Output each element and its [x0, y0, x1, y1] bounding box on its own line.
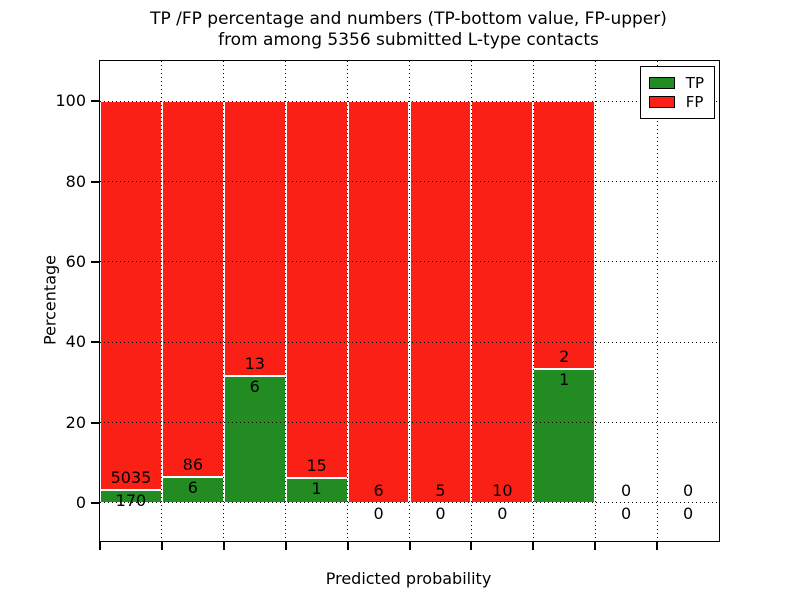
tp-count-label: 0 — [621, 503, 632, 523]
fp-count-label: 15 — [306, 455, 327, 475]
y-tick-mark — [91, 260, 99, 263]
v-gridline — [161, 61, 163, 541]
fp-count-label: 0 — [682, 480, 694, 500]
x-tick-mark — [160, 542, 163, 550]
tp-count-label: 0 — [497, 503, 508, 523]
y-tick-label: 40 — [65, 332, 86, 352]
fp-count-label: 6 — [373, 480, 384, 500]
v-gridline — [656, 61, 658, 541]
tp-legend-swatch — [648, 77, 675, 89]
fp-bar-segment — [100, 101, 162, 490]
fp-bar-segment — [409, 101, 472, 503]
tp-bar-segment — [285, 477, 348, 503]
v-gridline — [532, 61, 534, 541]
v-gridline — [594, 61, 596, 541]
y-tick-mark — [91, 501, 99, 504]
fp-bar-segment — [533, 101, 596, 369]
plot-area: TP FP 0204060801000.00.10.20.30.40.50.60… — [55, 60, 720, 550]
v-gridline — [347, 61, 349, 541]
chart-title-line1: TP /FP percentage and numbers (TP-bottom… — [150, 9, 667, 29]
fp-bar-segment — [471, 101, 534, 503]
tp-bar-segment — [533, 368, 596, 503]
y-tick-mark — [91, 100, 99, 103]
tp-count-label: 6 — [249, 376, 260, 396]
y-tick-label: 80 — [65, 171, 86, 191]
chart-title: TP /FP percentage and numbers (TP-bottom… — [99, 9, 718, 51]
y-tick-mark — [91, 180, 99, 183]
tp-count-label: 1 — [559, 369, 570, 389]
y-tick-label: 20 — [65, 412, 86, 432]
chart-title-line2: from among 5356 submitted L-type contact… — [218, 30, 599, 50]
v-gridline — [470, 61, 472, 541]
tp-legend-label: TP — [685, 74, 704, 92]
fp-count-label: 0 — [621, 480, 632, 500]
fp-count-label: 10 — [492, 480, 513, 500]
fp-count-label: 2 — [559, 346, 570, 366]
fp-bar-segment — [347, 101, 410, 503]
tp-count-label: 0 — [435, 503, 446, 523]
fp-bar-segment — [285, 101, 348, 478]
x-tick-mark — [99, 542, 101, 550]
tp-count-label: 6 — [187, 477, 198, 497]
tp-bar-segment — [223, 375, 286, 503]
y-tick-mark — [91, 421, 99, 424]
fp-count-label: 5035 — [110, 467, 152, 487]
v-gridline — [285, 61, 287, 541]
legend-entry-fp: FP — [648, 93, 704, 111]
y-tick-label: 100 — [55, 91, 86, 111]
x-tick-mark — [408, 542, 411, 550]
x-tick-mark — [532, 542, 535, 550]
tp-count-label: 0 — [373, 503, 384, 523]
y-tick-label: 60 — [65, 251, 86, 271]
x-tick-mark — [222, 542, 225, 550]
tp-count-label: 1 — [311, 478, 322, 498]
x-tick-mark — [594, 542, 597, 550]
y-tick-label: 0 — [75, 492, 86, 512]
fp-bar-segment — [161, 101, 224, 477]
tp-bar-segment — [161, 476, 224, 503]
v-gridline — [409, 61, 410, 541]
x-tick-mark — [470, 542, 473, 550]
y-tick-mark — [91, 341, 99, 344]
tp-count-label: 170 — [115, 490, 147, 510]
fp-legend-swatch — [648, 96, 675, 108]
x-tick-mark — [346, 542, 349, 550]
fp-bar-segment — [223, 101, 286, 376]
tp-count-label: 0 — [682, 503, 694, 523]
fp-count-label: 13 — [244, 353, 265, 373]
fp-count-label: 5 — [435, 480, 446, 500]
legend: TP FP — [639, 66, 715, 119]
fp-count-label: 86 — [182, 454, 204, 474]
x-axis-label: Predicted probability — [325, 569, 492, 588]
x-tick-mark — [284, 542, 287, 550]
fp-legend-label: FP — [685, 93, 704, 111]
v-gridline — [223, 61, 225, 541]
legend-entry-tp: TP — [648, 74, 704, 92]
x-tick-mark — [656, 542, 659, 550]
